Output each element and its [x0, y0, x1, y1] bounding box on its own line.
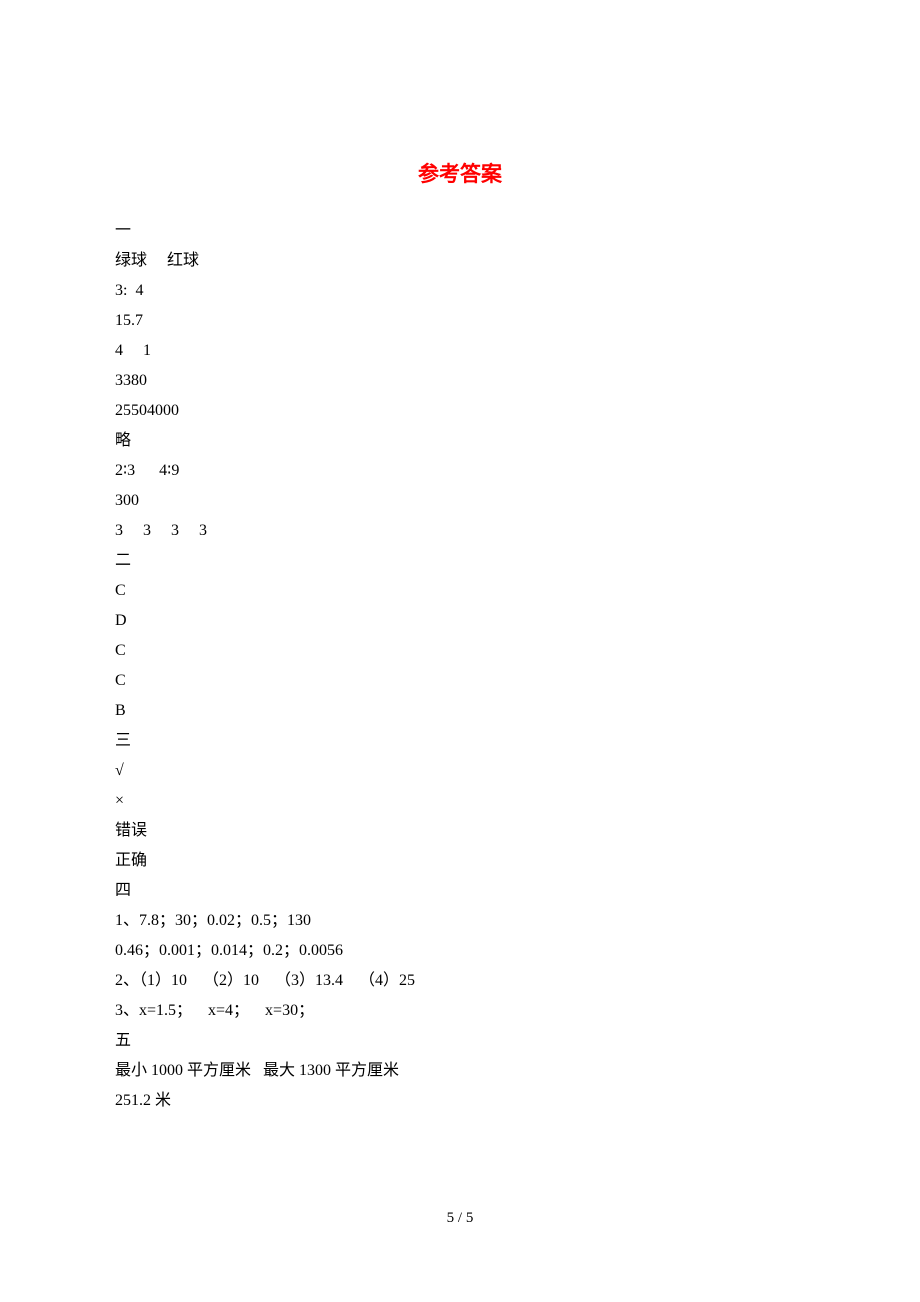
- answer-line: D: [115, 606, 805, 636]
- answer-line: C: [115, 636, 805, 666]
- answer-line: ×: [115, 786, 805, 816]
- answer-line: 300: [115, 486, 805, 516]
- answer-line: 0.46；0.001；0.014；0.2；0.0056: [115, 936, 805, 966]
- answer-line: 绿球 红球: [115, 246, 805, 276]
- page-number: 5 / 5: [0, 1210, 920, 1227]
- answer-line: C: [115, 666, 805, 696]
- section-header-5: 五: [115, 1026, 805, 1056]
- answer-line: 1、7.8；30；0.02；0.5；130: [115, 906, 805, 936]
- document-title: 参考答案: [115, 158, 805, 188]
- section-header-2: 二: [115, 546, 805, 576]
- page-content: 参考答案 一 绿球 红球 3: 4 15.7 4 1 3380 25504000…: [0, 0, 920, 1116]
- answer-line: 3 3 3 3: [115, 516, 805, 546]
- answer-line: 25504000: [115, 396, 805, 426]
- answer-line: 15.7: [115, 306, 805, 336]
- answer-line: 最小 1000 平方厘米 最大 1300 平方厘米: [115, 1056, 805, 1086]
- answer-line: √: [115, 756, 805, 786]
- answer-line: 3380: [115, 366, 805, 396]
- answer-line: 错误: [115, 816, 805, 846]
- answer-line: B: [115, 696, 805, 726]
- answer-line: 正确: [115, 846, 805, 876]
- answer-line: 2、（1）10 （2）10 （3）13.4 （4）25: [115, 966, 805, 996]
- section-header-3: 三: [115, 726, 805, 756]
- answer-line: 2∶3 4∶9: [115, 456, 805, 486]
- answer-line: 251.2 米: [115, 1086, 805, 1116]
- answer-line: 4 1: [115, 336, 805, 366]
- answer-line: 3: 4: [115, 276, 805, 306]
- section-header-1: 一: [115, 216, 805, 246]
- answer-line: 略: [115, 426, 805, 456]
- section-header-4: 四: [115, 876, 805, 906]
- answer-line: 3、x=1.5； x=4； x=30；: [115, 996, 805, 1026]
- answer-line: C: [115, 576, 805, 606]
